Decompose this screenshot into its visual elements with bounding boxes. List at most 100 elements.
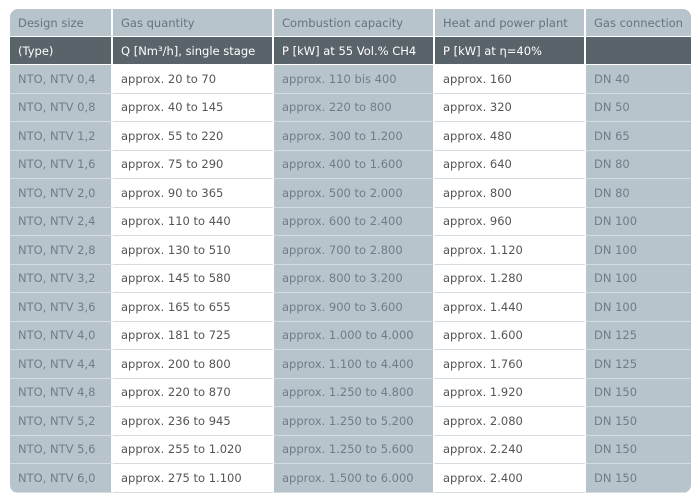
- combustion-capacity-cell: approx. 220 to 800: [274, 93, 435, 122]
- design-size-cell: NTO, NTV 3,6: [10, 293, 113, 322]
- gas-connection-cell: DN 150: [586, 435, 691, 464]
- table-row: NTO, NTV 1,2 approx. 55 to 220 approx. 300…: [10, 122, 691, 151]
- heat-power-plant-cell: approx. 320: [435, 93, 586, 122]
- combustion-capacity-cell: approx. 700 to 2.800: [274, 236, 435, 265]
- gas-quantity-cell: approx. 145 to 580: [113, 264, 274, 293]
- gas-quantity-cell: approx. 110 to 440: [113, 207, 274, 236]
- gas-connection-cell: DN 100: [586, 207, 691, 236]
- design-size-cell: NTO, NTV 4,0: [10, 321, 113, 350]
- gas-connection-cell: DN 150: [586, 464, 691, 493]
- gas-connection-cell: DN 125: [586, 350, 691, 379]
- combustion-capacity-cell: approx. 400 to 1.600: [274, 150, 435, 179]
- gas-quantity-cell: approx. 75 to 290: [113, 150, 274, 179]
- combustion-capacity-cell: P [kW] at 55 Vol.% CH4: [274, 37, 435, 65]
- combustion-capacity-cell: approx. 1.250 to 5.600: [274, 435, 435, 464]
- design-size-cell: NTO, NTV 5,2: [10, 407, 113, 436]
- table-row: NTO, NTV 0,8 approx. 40 to 145 approx. 220…: [10, 93, 691, 122]
- table-row: NTO, NTV 2,4 approx. 110 to 440 approx. 60…: [10, 207, 691, 236]
- gas-quantity-cell: approx. 40 to 145: [113, 93, 274, 122]
- combustion-capacity-cell: approx. 800 to 3.200: [274, 264, 435, 293]
- table-row: NTO, NTV 4,4 approx. 200 to 800 approx. 1.…: [10, 350, 691, 379]
- gas-connection-cell: DN 65: [586, 122, 691, 151]
- table-row: NTO, NTV 2,0 approx. 90 to 365 approx. 500…: [10, 179, 691, 208]
- heat-power-plant-cell: approx. 1.760: [435, 350, 586, 379]
- design-size-cell: NTO, NTV 2,8: [10, 236, 113, 265]
- design-size-cell: NTO, NTV 2,4: [10, 207, 113, 236]
- table-row: NTO, NTV 1,6 approx. 75 to 290 approx. 400…: [10, 150, 691, 179]
- gas-quantity-cell: Gas quantity: [113, 9, 274, 37]
- heat-power-plant-cell: approx. 2.240: [435, 435, 586, 464]
- table-row: NTO, NTV 3,6 approx. 165 to 655 approx. 90…: [10, 293, 691, 322]
- gas-connection-cell: DN 150: [586, 407, 691, 436]
- design-size-cell: NTO, NTV 1,2: [10, 122, 113, 151]
- combustion-capacity-cell: approx. 900 to 3.600: [274, 293, 435, 322]
- table-row: NTO, NTV 5,2 approx. 236 to 945 approx. 1.…: [10, 407, 691, 436]
- table-row: NTO, NTV 5,6 approx. 255 to 1.020 approx. …: [10, 435, 691, 464]
- gas-quantity-cell: approx. 130 to 510: [113, 236, 274, 265]
- header-row: Design size Gas quantity Combustion capaci…: [10, 9, 691, 37]
- heat-power-plant-cell: approx. 800: [435, 179, 586, 208]
- gas-connection-cell: DN 80: [586, 179, 691, 208]
- spec-table-container: Design size Gas quantity Combustion capaci…: [10, 9, 691, 493]
- heat-power-plant-cell: approx. 1.920: [435, 378, 586, 407]
- heat-power-plant-cell: approx. 2.080: [435, 407, 586, 436]
- heat-power-plant-cell: approx. 1.120: [435, 236, 586, 265]
- table-row: NTO, NTV 3,2 approx. 145 to 580 approx. 80…: [10, 264, 691, 293]
- design-size-cell: NTO, NTV 1,6: [10, 150, 113, 179]
- heat-power-plant-cell: approx. 1.440: [435, 293, 586, 322]
- gas-connection-cell: DN 80: [586, 150, 691, 179]
- gas-quantity-cell: Q [Nm³/h], single stage: [113, 37, 274, 65]
- table-row: NTO, NTV 4,0 approx. 181 to 725 approx. 1.…: [10, 321, 691, 350]
- table-row: NTO, NTV 6,0 approx. 275 to 1.100 approx. …: [10, 464, 691, 493]
- heat-power-plant-cell: approx. 1.280: [435, 264, 586, 293]
- design-size-cell: NTO, NTV 0,4: [10, 65, 113, 94]
- combustion-capacity-cell: approx. 1.100 to 4.400: [274, 350, 435, 379]
- design-size-cell: NTO, NTV 0,8: [10, 93, 113, 122]
- gas-connection-cell: DN 150: [586, 378, 691, 407]
- gas-connection-cell: DN 100: [586, 236, 691, 265]
- heat-power-plant-cell: approx. 640: [435, 150, 586, 179]
- gas-connection-cell: DN 100: [586, 293, 691, 322]
- gas-quantity-cell: approx. 275 to 1.100: [113, 464, 274, 493]
- design-size-cell: NTO, NTV 3,2: [10, 264, 113, 293]
- heat-power-plant-cell: P [kW] at η=40%: [435, 37, 586, 65]
- design-size-cell: NTO, NTV 5,6: [10, 435, 113, 464]
- combustion-capacity-cell: approx. 600 to 2.400: [274, 207, 435, 236]
- table-row: NTO, NTV 0,4 approx. 20 to 70 approx. 110 …: [10, 65, 691, 94]
- gas-quantity-cell: approx. 220 to 870: [113, 378, 274, 407]
- table-row: NTO, NTV 4,8 approx. 220 to 870 approx. 1.…: [10, 378, 691, 407]
- design-size-cell: Design size: [10, 9, 113, 37]
- gas-quantity-cell: approx. 236 to 945: [113, 407, 274, 436]
- gas-quantity-cell: approx. 90 to 365: [113, 179, 274, 208]
- heat-power-plant-cell: approx. 480: [435, 122, 586, 151]
- heat-power-plant-cell: approx. 960: [435, 207, 586, 236]
- gas-quantity-cell: approx. 181 to 725: [113, 321, 274, 350]
- gas-connection-cell: DN 100: [586, 264, 691, 293]
- gas-connection-cell: DN 40: [586, 65, 691, 94]
- gas-connection-cell: DN 50: [586, 93, 691, 122]
- combustion-capacity-cell: approx. 1.000 to 4.000: [274, 321, 435, 350]
- combustion-capacity-cell: approx. 1.250 to 5.200: [274, 407, 435, 436]
- design-size-cell: (Type): [10, 37, 113, 65]
- gas-quantity-cell: approx. 20 to 70: [113, 65, 274, 94]
- gas-quantity-cell: approx. 165 to 655: [113, 293, 274, 322]
- gas-quantity-cell: approx. 55 to 220: [113, 122, 274, 151]
- heat-power-plant-cell: approx. 1.600: [435, 321, 586, 350]
- table-row: NTO, NTV 2,8 approx. 130 to 510 approx. 70…: [10, 236, 691, 265]
- combustion-capacity-cell: Combustion capacity: [274, 9, 435, 37]
- combustion-capacity-cell: approx. 500 to 2.000: [274, 179, 435, 208]
- subheader-row: (Type) Q [Nm³/h], single stage P [kW] at 5…: [10, 37, 691, 65]
- design-size-cell: NTO, NTV 2,0: [10, 179, 113, 208]
- gas-connection-cell: DN 125: [586, 321, 691, 350]
- heat-power-plant-cell: approx. 160: [435, 65, 586, 94]
- gas-connection-cell: Gas connection: [586, 9, 691, 37]
- gas-quantity-cell: approx. 200 to 800: [113, 350, 274, 379]
- design-size-cell: NTO, NTV 4,4: [10, 350, 113, 379]
- heat-power-plant-cell: approx. 2.400: [435, 464, 586, 493]
- spec-table: Design size Gas quantity Combustion capaci…: [10, 9, 691, 493]
- heat-power-plant-cell: Heat and power plant: [435, 9, 586, 37]
- gas-connection-cell: [586, 37, 691, 65]
- combustion-capacity-cell: approx. 1.250 to 4.800: [274, 378, 435, 407]
- combustion-capacity-cell: approx. 300 to 1.200: [274, 122, 435, 151]
- gas-quantity-cell: approx. 255 to 1.020: [113, 435, 274, 464]
